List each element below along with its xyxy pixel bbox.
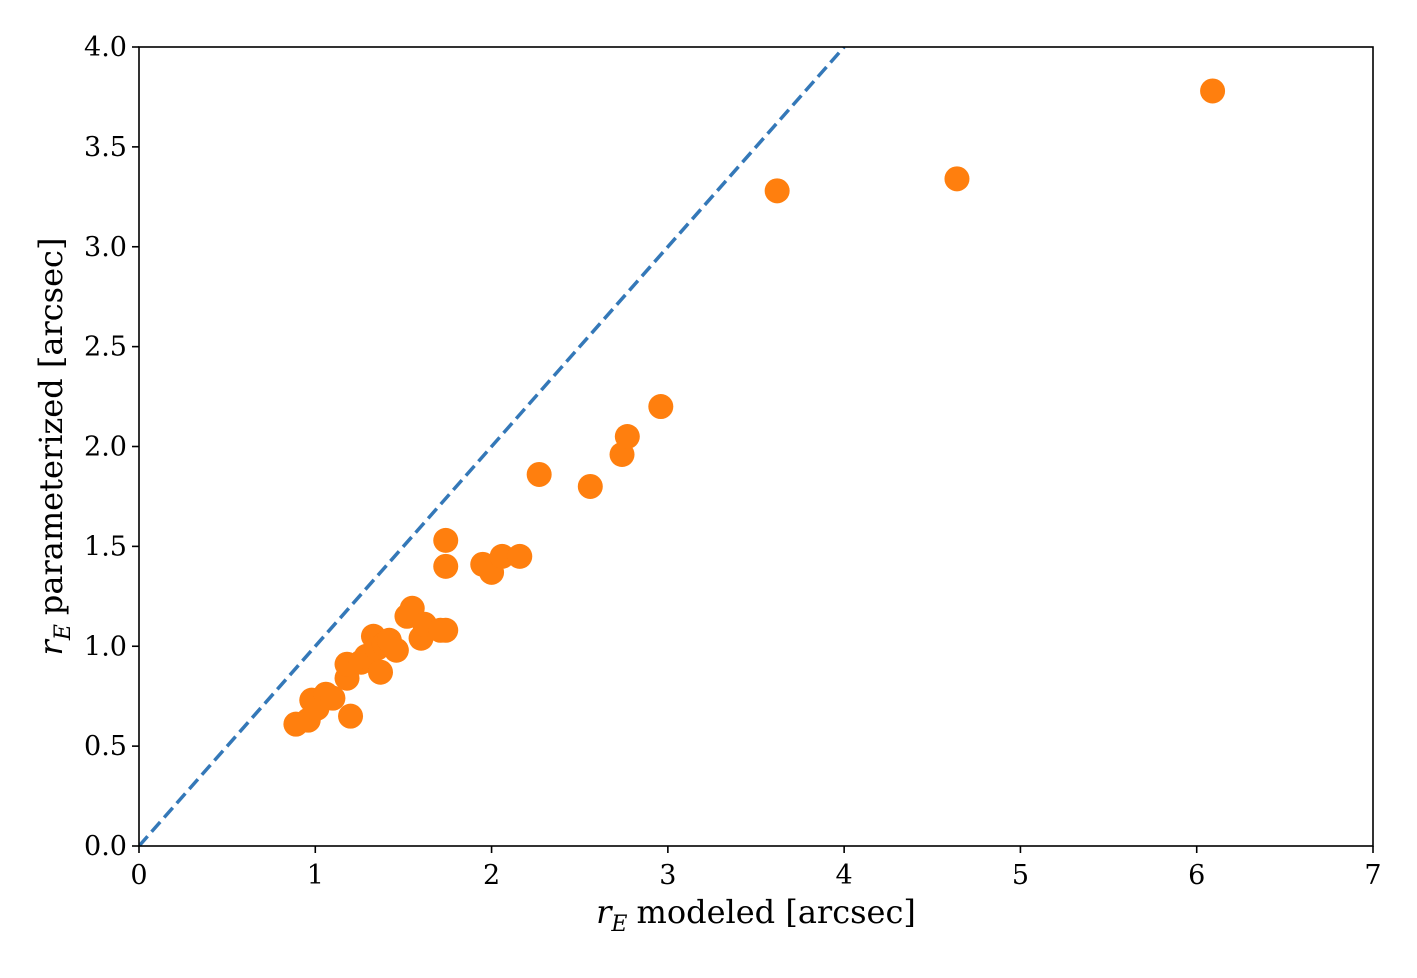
data-point bbox=[489, 543, 515, 569]
y-tick-label: 4.0 bbox=[84, 32, 127, 63]
x-tick-label: 7 bbox=[1364, 860, 1381, 891]
y-axis-label: rEparameterized [arcsec] bbox=[32, 238, 76, 656]
data-point bbox=[577, 473, 603, 499]
y-tick-label: 2.0 bbox=[84, 432, 127, 463]
x-tick-label: 3 bbox=[659, 860, 676, 891]
data-point bbox=[368, 659, 394, 685]
data-point bbox=[944, 166, 970, 192]
y-tick-label: 2.5 bbox=[84, 332, 127, 363]
data-point bbox=[433, 527, 459, 553]
y-tick-label: 3.0 bbox=[84, 232, 127, 263]
x-axis-label-symbol: r bbox=[596, 893, 613, 931]
data-point bbox=[764, 178, 790, 204]
x-tick-label: 4 bbox=[836, 860, 853, 891]
axes: 0 1 2 3 4 5 6 7 0.0 0.5 1.0 1.5 2.0 2.5 3.0 3.5 4.0 bbox=[84, 32, 1382, 891]
y-tick-label: 1.5 bbox=[84, 531, 127, 562]
plot-frame bbox=[138, 46, 1374, 847]
y-axis-label-symbol: r bbox=[32, 638, 70, 655]
data-point bbox=[614, 424, 640, 450]
y-axis-label-subscript: E bbox=[51, 624, 76, 641]
data-point bbox=[383, 637, 409, 663]
x-tick-label: 0 bbox=[130, 860, 147, 891]
data-point bbox=[320, 685, 346, 711]
data-point bbox=[338, 703, 364, 729]
y-tick-label: 0.5 bbox=[84, 731, 127, 762]
x-axis-label-subscript: E bbox=[610, 912, 627, 937]
x-axis-label-text: modeled [arcsec] bbox=[636, 893, 915, 931]
x-tick-label: 6 bbox=[1188, 860, 1205, 891]
data-point bbox=[648, 394, 674, 420]
y-axis-label-text: parameterized [arcsec] bbox=[32, 238, 70, 616]
y-tick-label: 1.0 bbox=[84, 631, 127, 662]
data-point bbox=[526, 461, 552, 487]
data-point bbox=[433, 617, 459, 643]
x-tick-label: 1 bbox=[307, 860, 324, 891]
y-tick-label: 3.5 bbox=[84, 132, 127, 163]
x-tick-label: 2 bbox=[483, 860, 500, 891]
data-point bbox=[507, 543, 533, 569]
plot-area bbox=[139, 47, 1226, 846]
reference-line bbox=[139, 47, 846, 846]
data-point bbox=[433, 553, 459, 579]
x-axis-label: rE modeled [arcsec] bbox=[596, 893, 916, 937]
data-point bbox=[1200, 78, 1226, 104]
y-tick-label: 0.0 bbox=[84, 831, 127, 862]
x-tick-label: 5 bbox=[1012, 860, 1029, 891]
